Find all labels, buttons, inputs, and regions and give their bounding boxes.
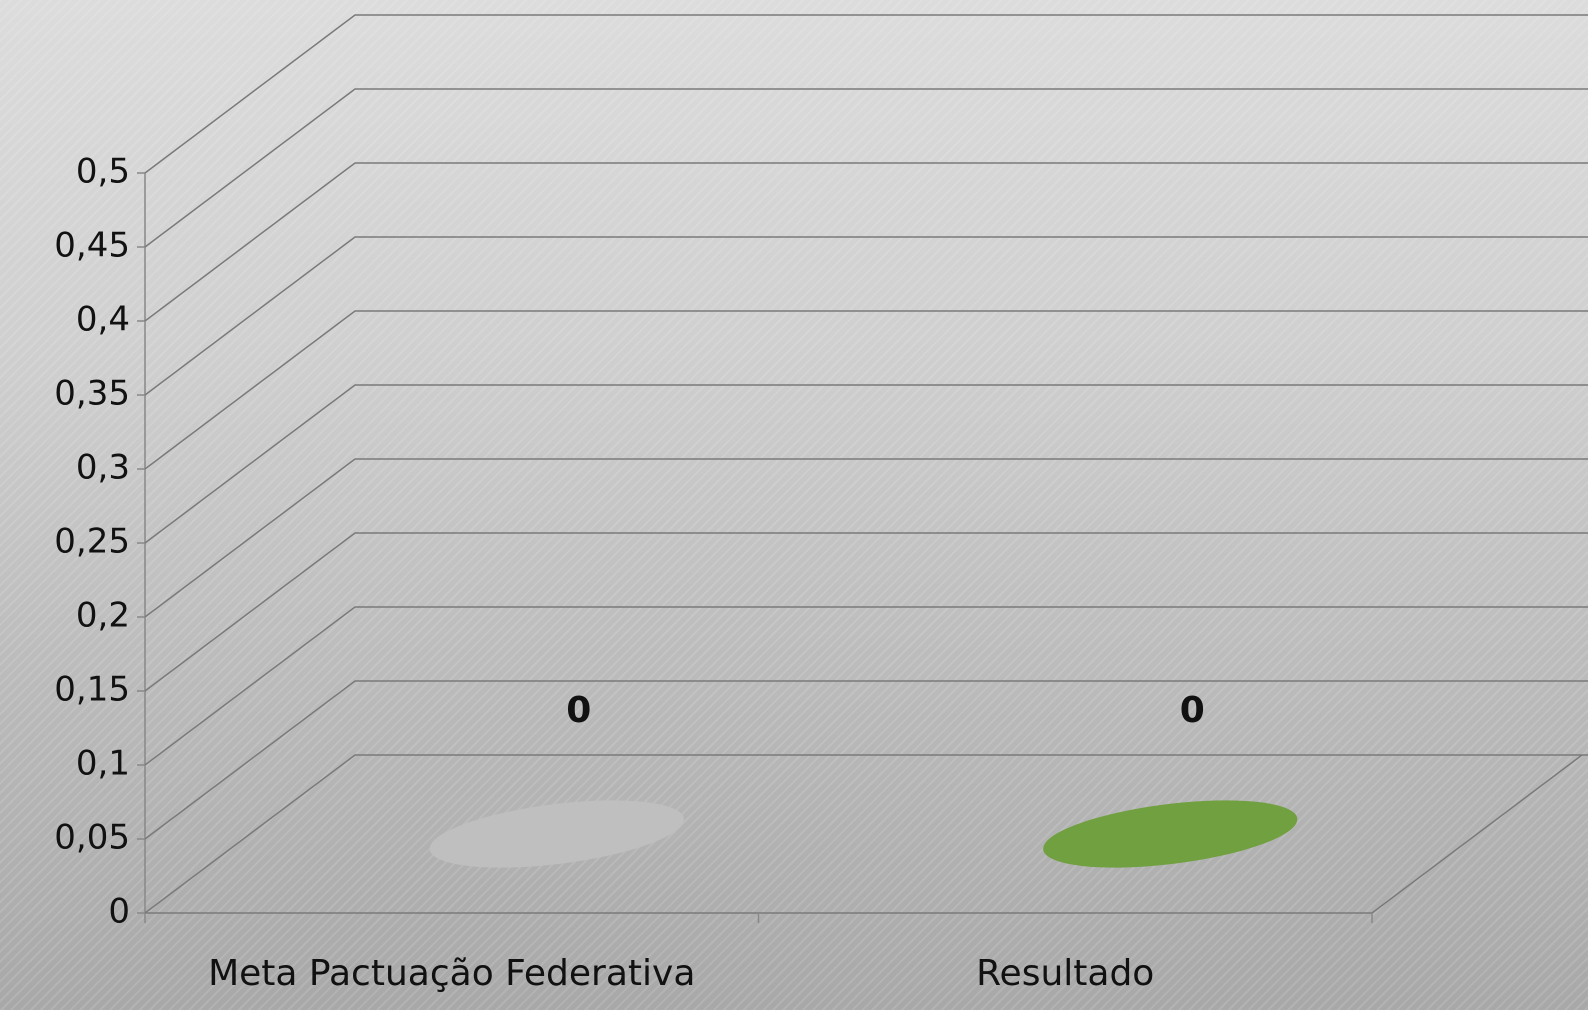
grid-line [144, 310, 1588, 470]
y-tick-label: 0,15 [54, 670, 130, 710]
grid-line [144, 532, 1588, 692]
y-tick-label: 0 [108, 892, 130, 932]
grid-line [144, 88, 1588, 248]
y-tick-label: 0,2 [76, 596, 130, 636]
grid-line [144, 384, 1588, 544]
y-tick-label: 0,4 [76, 300, 130, 340]
bar-top [429, 800, 684, 868]
grid-line [144, 14, 1588, 174]
y-tick-label: 0,45 [54, 226, 130, 266]
x-tick-label: Resultado [976, 953, 1154, 994]
grid-line [144, 458, 1588, 618]
y-tick-label: 0,1 [76, 744, 130, 784]
data-label: 0 [566, 690, 591, 731]
grid-line [144, 754, 1588, 914]
y-tick-label: 0,05 [54, 818, 130, 858]
y-tick-label: 0,35 [54, 374, 130, 414]
data-label: 0 [1180, 690, 1205, 731]
grid-line [144, 680, 1588, 840]
grid-line [144, 236, 1588, 396]
grid-line [144, 162, 1588, 322]
x-tick-label: Meta Pactuação Federativa [208, 953, 695, 994]
bar-top [1043, 800, 1298, 868]
y-tick-label: 0,3 [76, 448, 130, 488]
y-tick-label: 0,5 [76, 152, 130, 192]
grid-line [144, 606, 1588, 766]
floor-edge [145, 754, 1583, 914]
y-tick-label: 0,25 [54, 522, 130, 562]
